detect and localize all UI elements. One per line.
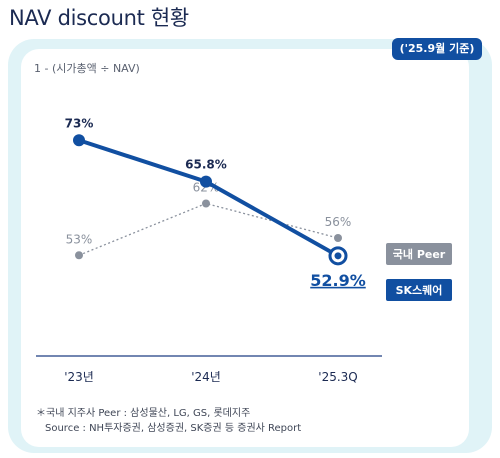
x-tick-label: '24년 [191, 370, 221, 384]
legend-label: SK스퀘어 [396, 283, 443, 297]
y-axis-label: 1 - (시가총액 ÷ NAV) [34, 62, 140, 75]
sk-data-label: 73% [65, 116, 94, 130]
peer-data-label: 53% [66, 232, 93, 246]
source-footnote: Source : NH투자증권, 삼성증권, SK증권 등 증권사 Report [45, 423, 302, 434]
peer-data-point [75, 251, 83, 260]
peer-data-point [334, 234, 342, 242]
peer-data-point [202, 199, 210, 208]
sk-data-point [73, 134, 85, 147]
sk-data-point [200, 175, 212, 188]
x-tick-label: '23년 [64, 370, 94, 384]
x-tick-label: '25.3Q [318, 370, 357, 384]
legend-swatch [386, 279, 452, 301]
peer-footnote: ＊국내 지주사 Peer : 삼성물산, LG, GS, 롯데지주 [36, 408, 251, 419]
legend-swatch [386, 243, 452, 265]
date-badge: ('25.9월 기준) [392, 38, 482, 60]
sk-data-label: 65.8% [185, 158, 227, 172]
sk-data-point [334, 252, 342, 260]
peer-data-label: 56% [325, 215, 352, 229]
legend-label: 국내 Peer [393, 247, 446, 261]
sk-data-label: 52.9% [310, 271, 366, 290]
page-title: NAV discount 현황 [9, 6, 189, 30]
peer-series-line [78, 202, 339, 256]
